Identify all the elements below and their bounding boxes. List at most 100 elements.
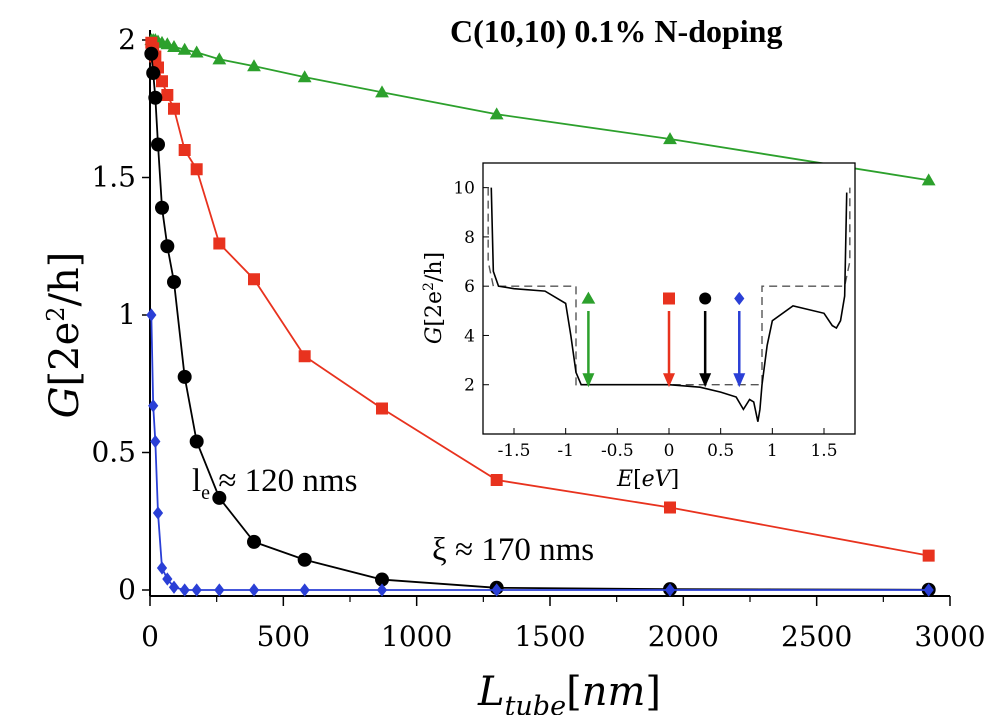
inset-x-axis-label-symbol: E [616,467,633,492]
inset-x-tick-label: -1 [557,441,574,461]
x-tick-label: 2500 [781,620,852,653]
main-series-group [144,33,936,597]
y-axis-label-unit-prefix: 2e [42,322,88,371]
x-tick-label: 0 [141,620,159,653]
data-point-triangle [921,173,936,186]
data-point-diamond [299,583,310,597]
data-point-diamond [156,561,168,575]
inset-energy-marker-diamond [734,291,745,306]
annotation-localization-length: ξ ≈ 170 nms [432,532,594,568]
data-point-circle [160,239,175,254]
data-point-circle [247,534,261,549]
x-axis-label-subscript: tube [505,691,567,715]
data-point-diamond [162,572,173,586]
y-tick-label: 2 [118,23,136,56]
data-point-square [190,163,203,176]
data-point-circle [375,572,389,587]
inset-arrow-head [582,373,595,388]
y-axis-label-symbol: G [42,386,88,418]
inset-arrow-head [699,373,712,388]
x-axis-label: Ltube[nm] [477,669,661,715]
inset-x-tick-label: 1 [767,441,778,461]
inset-energy-marker-square [663,292,675,305]
data-point-diamond [168,580,180,594]
data-point-circle [148,90,163,105]
inset-arrow-head [663,373,675,388]
annotation-elastic-length: le ≈ 120 nms [192,463,357,504]
x-tick-label: 3000 [914,620,985,653]
y-tick-label: 1 [118,298,136,331]
data-point-square [490,474,503,486]
inset-x-tick-label: 1.5 [810,441,837,461]
data-point-triangle [489,107,504,120]
data-point-circle [177,369,192,384]
data-point-diamond [248,583,260,597]
x-axis-label-unit: nm [582,669,646,715]
annotation-elastic-length-base: l [192,463,201,499]
inset-x-tick-label: 0.5 [707,441,734,461]
data-point-square [156,75,168,88]
data-point-square [298,350,311,363]
inset-y-axis-label-symbol: G [422,327,447,345]
inset-markers-group [581,291,746,388]
data-point-diamond [664,583,676,597]
data-point-triangle [375,85,389,98]
x-tick-label: 1500 [514,620,585,653]
inset-y-axis-label-unit-suffix: /h [422,260,447,282]
data-point-circle [155,200,169,215]
data-point-square [168,102,180,115]
data-point-circle [212,490,227,505]
data-point-circle [167,275,181,289]
inset-x-axis-label: E[eV] [616,467,679,492]
data-point-circle [146,66,161,80]
data-point-circle [189,434,204,449]
y-tick-label: 1.5 [91,161,136,194]
data-point-diamond [150,434,161,449]
data-point-triangle [167,39,181,53]
x-tick-label: 500 [257,620,310,653]
main-tick-labels: 0 500 1000 1500 2000 2500 3000 0 0.5 1 1.5 2 [91,23,985,653]
data-point-triangle [212,52,227,65]
data-point-triangle [189,45,204,58]
data-point-square [213,237,226,250]
inset-x-tick-label: 0 [664,441,675,461]
inset-y-tick-label: 8 [464,228,475,248]
inset-y-axis-label-unit-prefix: 2e [422,291,447,318]
inset-tick-labels: -1.5 -1 -0.5 0 0.5 1 1.5 2 4 6 8 10 [453,179,837,461]
data-point-diamond [923,583,934,597]
inset-y-axis-label: G[2e2/h] [421,252,447,344]
x-axis-label-symbol: L [477,669,505,715]
data-point-triangle [663,132,677,145]
inset-x-tick-label: -0.5 [601,441,634,461]
annotation-elastic-length-text: ≈ 120 nms [210,463,357,499]
y-tick-label: 0.5 [91,436,136,469]
x-tick-label: 2000 [648,620,719,653]
inset-doped-conductance-line [490,187,848,422]
data-point-square [922,549,935,562]
series-line-diamond [150,314,929,591]
data-point-triangle [177,42,192,55]
y-tick-label: 0 [118,573,136,606]
inset-x-axis-label-unit: eV [642,467,673,492]
data-point-square [248,273,260,286]
inset-y-tick-label: 10 [453,179,475,199]
data-point-square [664,501,676,514]
annotation-elastic-length-sub: e [201,482,210,504]
inset-chart: -1.5 -1 -0.5 0 0.5 1 1.5 2 4 6 8 10 E[eV] G[2e2/h] [421,162,856,492]
inset-y-tick-label: 4 [464,326,475,346]
data-point-diamond [179,583,190,597]
inset-y-tick-label: 6 [464,277,475,297]
data-point-square [161,89,174,101]
series-line-circle [150,53,929,591]
chart-title: C(10,10) 0.1% N-doping [450,13,782,49]
y-axis-label: G[2e2/h] [42,252,88,419]
inset-energy-marker-circle [699,292,712,305]
data-point-triangle [297,70,312,83]
data-point-diamond [214,583,225,597]
data-point-circle [151,137,165,152]
y-axis-label-unit-suffix: /h [42,267,88,306]
inset-x-tick-label: -1.5 [498,441,531,461]
inset-series-group [487,187,851,422]
data-point-diamond [191,583,202,597]
